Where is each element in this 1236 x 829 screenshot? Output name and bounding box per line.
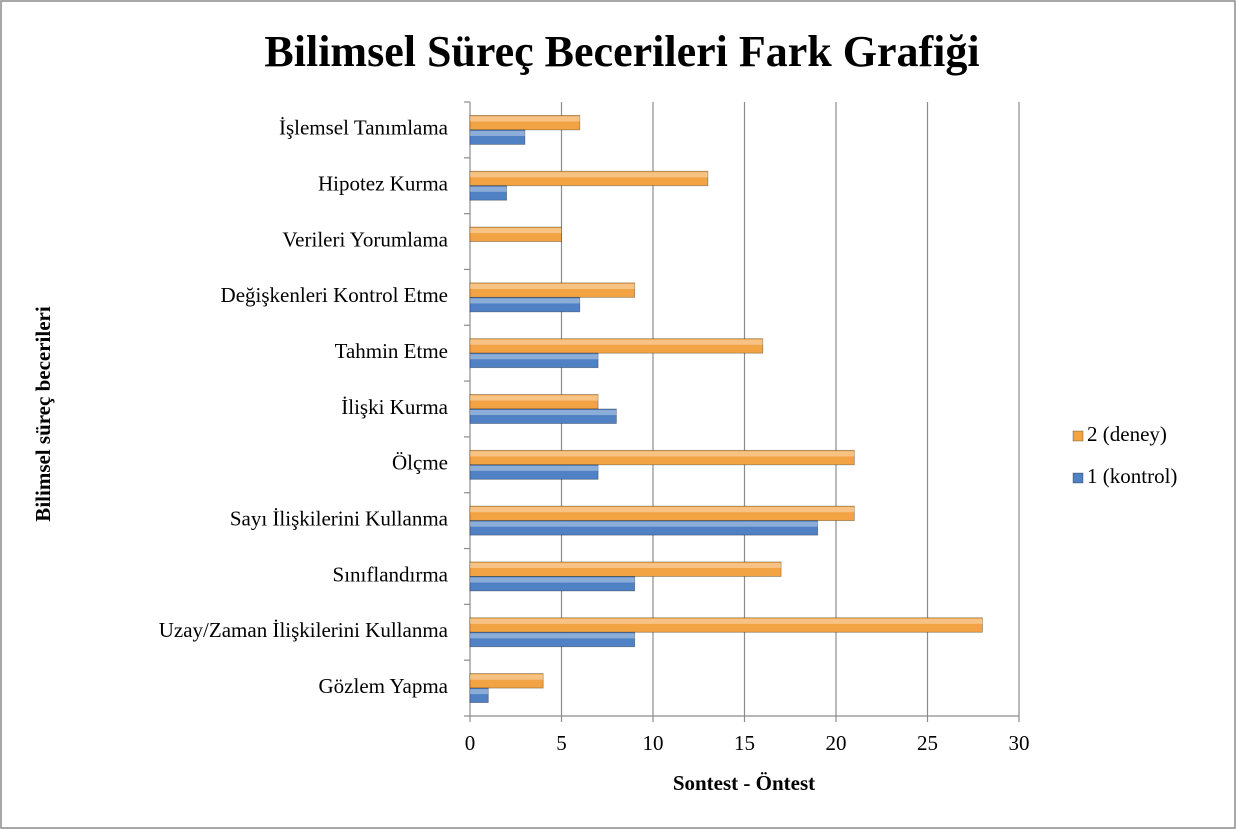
bar-highlight [470, 339, 763, 345]
bar-highlight [470, 130, 525, 136]
bar [469, 449, 855, 466]
bar-highlight [470, 465, 599, 471]
x-tick-label: 30 [1009, 731, 1030, 755]
bar-highlight [470, 186, 507, 192]
bar-highlight [470, 577, 635, 583]
x-tick-label: 5 [556, 731, 567, 755]
bar [469, 129, 526, 145]
bar [469, 631, 636, 648]
x-tick-label: 0 [465, 731, 476, 755]
bar [469, 296, 581, 313]
bar [469, 226, 562, 242]
y-tick-label: Verileri Yorumlama [282, 227, 448, 251]
legend-swatch [1072, 430, 1084, 442]
legend-label: 2 (deney) [1087, 422, 1167, 446]
bar [469, 408, 617, 424]
y-tick-label: Gözlem Yapma [319, 674, 449, 698]
bar [469, 687, 489, 703]
bar [469, 576, 636, 592]
bar-highlight [470, 354, 599, 360]
bar [469, 338, 764, 354]
x-tick-label: 20 [826, 731, 847, 755]
y-tick-label: Değişkenleri Kontrol Etme [221, 283, 448, 307]
bar-highlight [470, 283, 635, 289]
y-tick-label: Hipotez Kurma [318, 172, 449, 196]
x-axis-label: Sontest - Öntest [673, 771, 815, 795]
bar [469, 352, 599, 369]
y-tick-label: İşlemsel Tanımlama [279, 116, 449, 140]
bar-highlight [470, 410, 617, 416]
bar-highlight [470, 674, 544, 680]
y-tick-label: Tahmin Etme [335, 339, 448, 363]
x-tick-label: 10 [643, 731, 664, 755]
bar-highlight [470, 562, 782, 569]
y-tick-label: Sınıflandırma [333, 562, 449, 586]
bar-highlight [470, 689, 489, 695]
y-tick-label: İlişki Kurma [341, 395, 448, 419]
bar [469, 673, 544, 689]
x-tick-label: 25 [917, 731, 938, 755]
bar-highlight [470, 116, 580, 122]
legend-label: 1 (kontrol) [1087, 464, 1177, 488]
bar-highlight [470, 228, 562, 234]
bar [469, 170, 709, 187]
bar-highlight [470, 172, 708, 178]
bar-highlight [470, 451, 855, 457]
bar [469, 617, 983, 633]
y-tick-label: Uzay/Zaman İlişkilerini Kullanma [159, 618, 449, 642]
bar-highlight [470, 521, 818, 527]
chart-title: Bilimsel Süreç Becerileri Fark Grafiği [264, 27, 979, 76]
y-tick-label: Sayı İlişkilerini Kullanma [230, 506, 449, 530]
bar-highlight [470, 395, 599, 401]
bar [469, 520, 819, 536]
bar-highlight [470, 298, 580, 304]
x-tick-label: 15 [734, 731, 755, 755]
bar-highlight [470, 633, 635, 639]
y-axis-label: Bilimsel süreç becerileri [31, 306, 55, 522]
bar-highlight [470, 507, 855, 513]
bar-highlight [470, 618, 983, 624]
bar [469, 185, 507, 201]
bar [469, 464, 599, 480]
y-tick-label: Ölçme [392, 451, 448, 475]
legend-swatch [1072, 472, 1084, 484]
